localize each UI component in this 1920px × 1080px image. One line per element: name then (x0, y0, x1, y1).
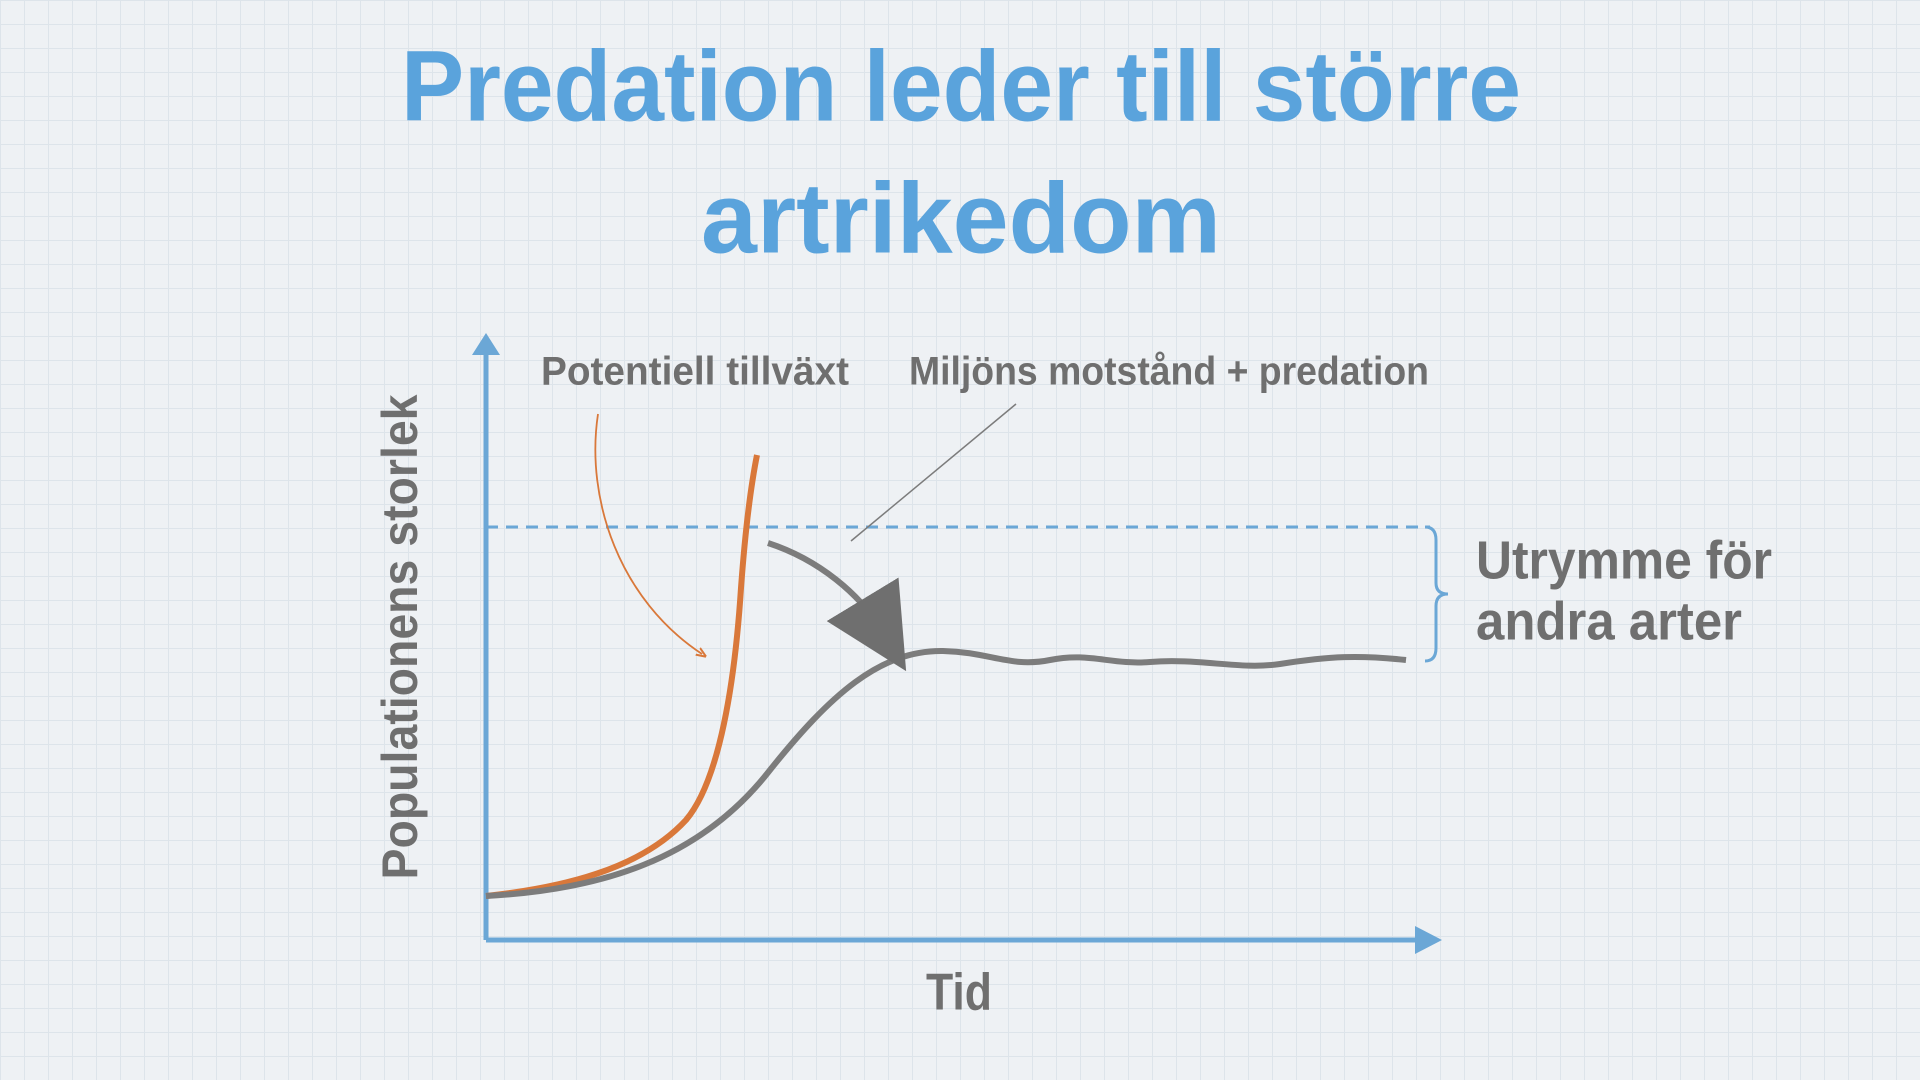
x-axis-label: Tid (926, 964, 992, 1022)
title-line: Predation leder till större (401, 30, 1521, 142)
pointer-arrow (594, 413, 702, 654)
annotation: Potentiell tillväxt (541, 350, 849, 394)
bracket-label: Utrymme för (1476, 530, 1772, 590)
bracket-label: andra arter (1476, 591, 1742, 651)
y-axis-arrow (472, 333, 500, 355)
title-line: artrikedom (701, 162, 1221, 274)
x-axis-arrow (1415, 926, 1442, 954)
annotation: Miljöns motstånd + predation (909, 350, 1429, 394)
pointer-line (850, 403, 1017, 542)
y-axis-label: Populationens storlek (372, 394, 428, 879)
bracket (1424, 525, 1449, 663)
pressure-arrow (767, 540, 907, 672)
exponential-curve (485, 454, 760, 899)
logistic-curve (485, 647, 1407, 899)
